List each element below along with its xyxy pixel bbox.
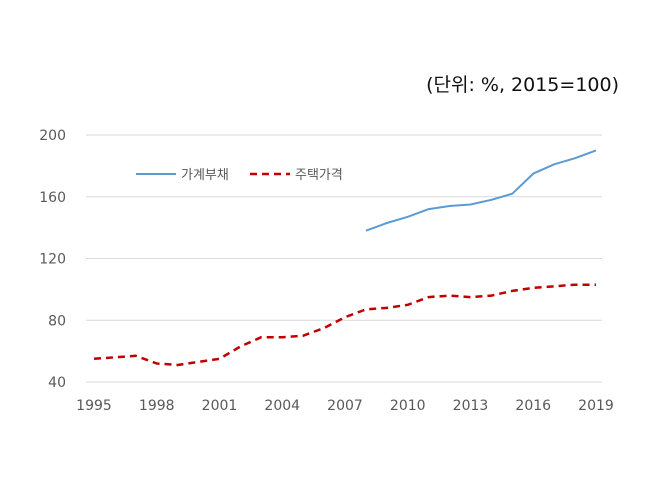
x-tick-label: 1998 [139,398,175,414]
x-tick-label: 2013 [453,398,489,414]
series-line-0 [365,149,597,232]
x-tick-label: 2001 [202,398,238,414]
legend: 가계부채 주택가격 [136,168,343,183]
x-tick-label: 2019 [578,398,614,414]
legend-label-1: 주택가격 [295,168,343,183]
grid-lines [86,134,602,321]
x-axis-ticks: 1995 1998 2001 2004 2007 2010 2013 2016 2019 [76,398,614,414]
y-tick-label: 200 [39,128,66,144]
y-axis-ticks: 40 80 120 160 200 [39,128,66,391]
series-lines [93,149,597,367]
y-tick-label: 80 [48,313,66,329]
x-tick-label: 2004 [264,398,300,414]
y-tick-label: 40 [48,375,66,391]
x-tick-label: 2010 [390,398,426,414]
x-tick-label: 1995 [76,398,112,414]
y-tick-label: 160 [39,190,66,206]
unit-note: (단위: %, 2015=100) [426,74,619,96]
x-tick-label: 2016 [515,398,551,414]
series-line-1 [93,283,596,367]
legend-label-0: 가계부채 [181,168,229,183]
y-tick-label: 120 [39,252,66,268]
x-tick-label: 2007 [327,398,363,414]
